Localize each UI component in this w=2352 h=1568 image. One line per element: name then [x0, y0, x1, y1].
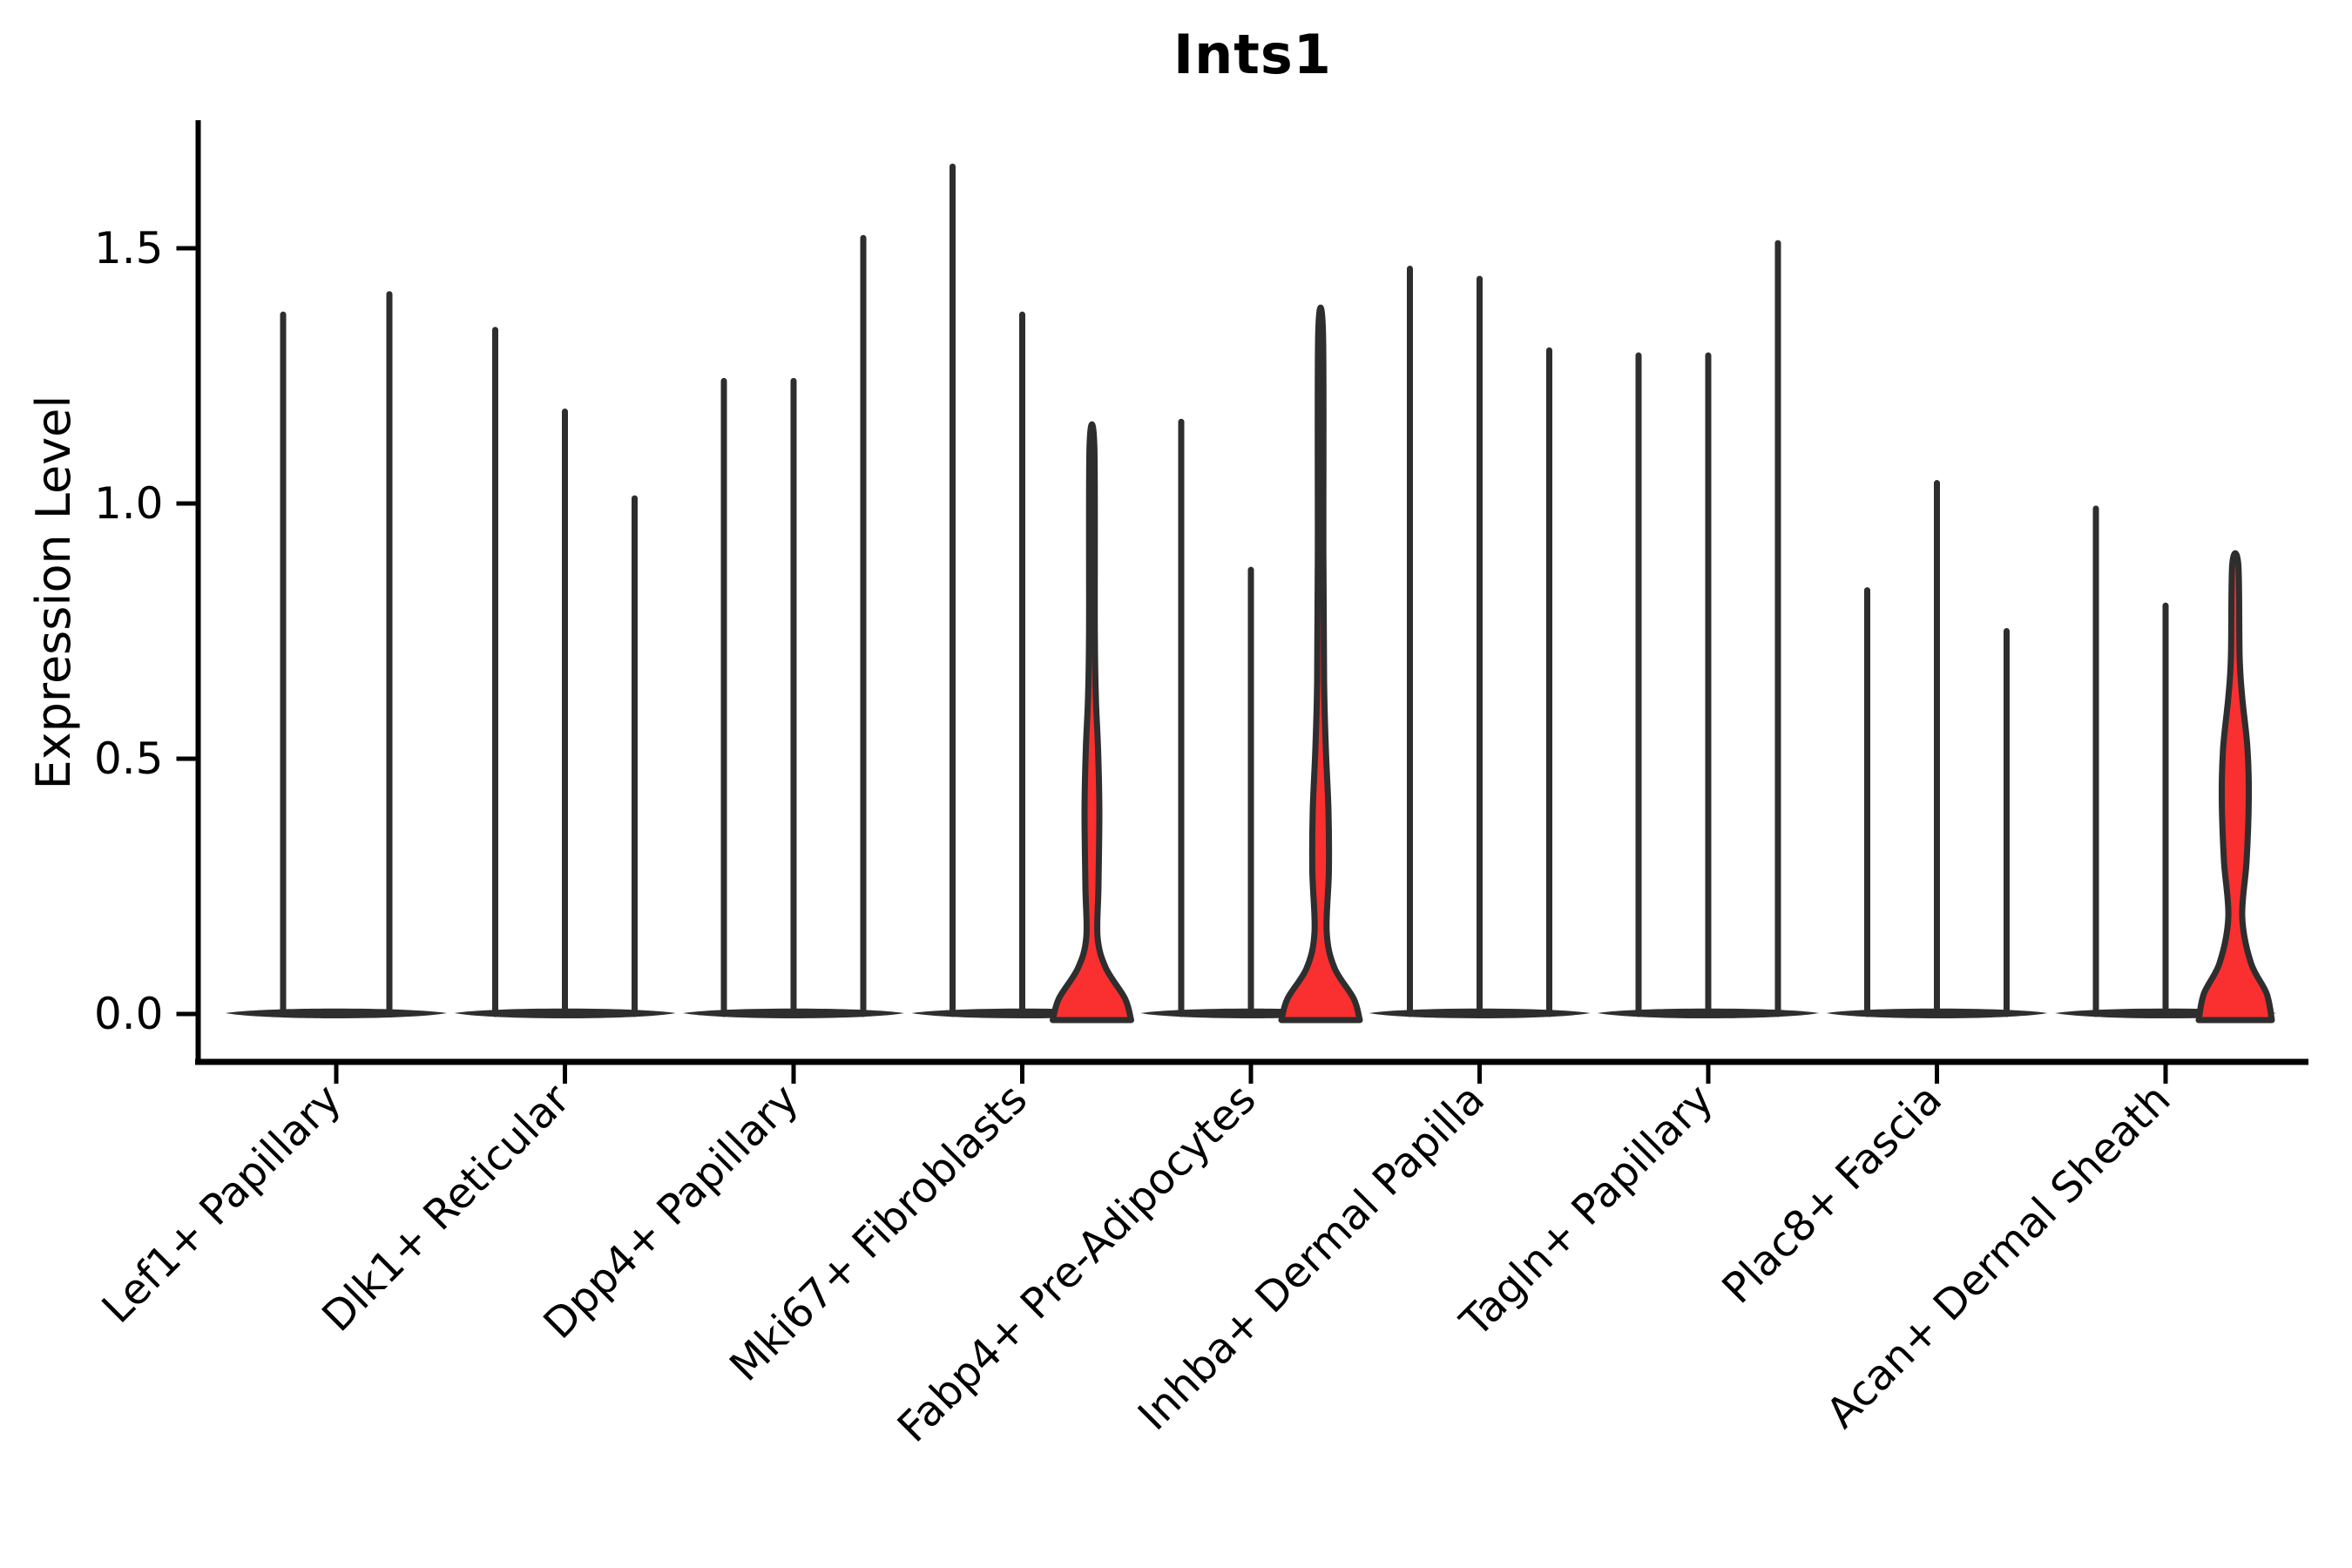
- violin-highlighted: [1050, 422, 1134, 1024]
- violin-highlighted: [2195, 550, 2275, 1024]
- y-tick-label: 1.5: [94, 223, 164, 274]
- x-tick-label: Dlk1+ Reticular: [313, 1075, 579, 1342]
- chart-title: Ints1: [1173, 23, 1332, 86]
- violin-baseline: [226, 1008, 447, 1018]
- x-tick-label: Lef1+ Papillary: [93, 1075, 351, 1333]
- y-tick-label: 0.0: [94, 989, 164, 1039]
- violin-highlighted: [1278, 304, 1363, 1024]
- y-axis-label: Expression Level: [26, 395, 81, 790]
- x-tick-label: Tagln+ Papillary: [1450, 1075, 1722, 1347]
- y-tick-label: 0.5: [94, 733, 164, 784]
- x-tick-label: Dpp4+ Papillary: [534, 1075, 808, 1348]
- y-tick-label: 1.0: [94, 478, 164, 529]
- x-tick-label: Plac8+ Fascia: [1713, 1075, 1951, 1314]
